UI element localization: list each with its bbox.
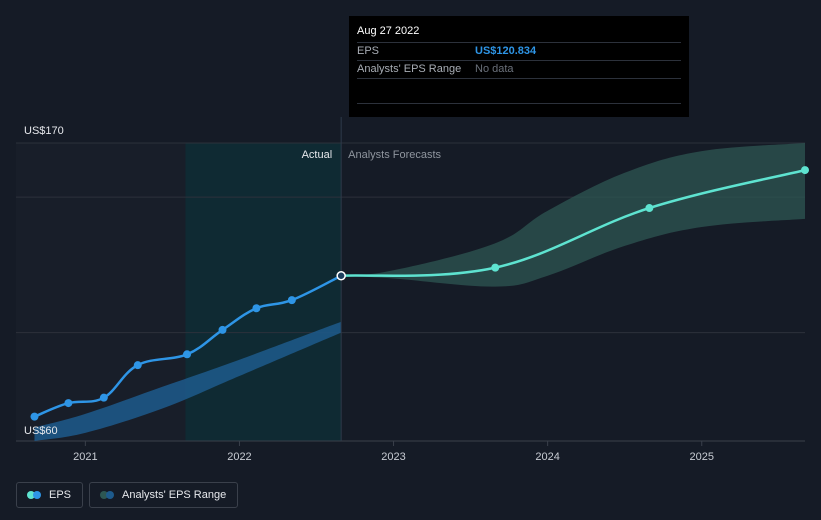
grid-lines [16, 142, 805, 442]
data-point-actual[interactable] [218, 325, 227, 334]
tooltip-row-eps: EPS US$120.834 [357, 43, 681, 61]
forecast-region-label: Analysts Forecasts [348, 149, 441, 161]
range-band-actual [34, 321, 342, 441]
series-line-forecast [339, 168, 807, 278]
actual-region-label: Actual [302, 149, 333, 161]
hover-tooltip: Aug 27 2022 EPS US$120.834 Analysts' EPS… [349, 16, 689, 117]
y-axis-bottom-label: US$60 [24, 425, 58, 437]
data-point-actual[interactable] [252, 304, 261, 313]
data-point-forecast[interactable] [645, 204, 654, 213]
data-point-actual[interactable] [133, 361, 142, 370]
x-tick-label: 2024 [535, 451, 559, 463]
data-point-actual[interactable] [99, 393, 108, 402]
x-tick-label: 2023 [381, 451, 405, 463]
tooltip-range-label: Analysts' EPS Range [357, 63, 462, 75]
data-point-actual[interactable] [287, 296, 296, 305]
tooltip-date: Aug 27 2022 [357, 16, 681, 43]
y-axis-top-label: US$170 [24, 125, 64, 137]
highlight-region [185, 143, 342, 441]
tooltip-spacer [357, 79, 681, 104]
x-tick-label: 2021 [73, 451, 97, 463]
data-point-actual[interactable] [30, 412, 39, 421]
data-point-actual[interactable] [64, 399, 73, 408]
range-legend-dots-icon [100, 491, 115, 499]
x-tick-label: 2025 [690, 451, 714, 463]
data-point-actual[interactable] [183, 350, 192, 359]
x-axis-ticks: 2021 2022 2023 2024 2025 [73, 441, 714, 463]
range-band-forecast [341, 143, 805, 287]
tooltip-eps-value: US$120.834 [475, 45, 537, 57]
legend-range-label: Analysts' EPS Range [122, 489, 227, 501]
range-bands [34, 143, 805, 441]
legend-eps-label: EPS [49, 489, 72, 501]
x-tick-label: 2022 [227, 451, 251, 463]
eps-legend-dots-icon [27, 491, 41, 499]
legend-item-eps[interactable]: EPS [16, 482, 84, 508]
legend-item-range[interactable]: Analysts' EPS Range [89, 482, 239, 508]
tooltip-range-value: No data [475, 63, 514, 75]
data-point-forecast[interactable] [491, 263, 500, 272]
eps-points [30, 166, 809, 421]
legend: EPS Analysts' EPS Range [16, 482, 239, 508]
data-point-actual[interactable] [336, 270, 346, 281]
tooltip-row-range: Analysts' EPS Range No data [357, 61, 681, 79]
tooltip-eps-label: EPS [357, 45, 380, 57]
data-point-forecast[interactable] [801, 166, 809, 175]
